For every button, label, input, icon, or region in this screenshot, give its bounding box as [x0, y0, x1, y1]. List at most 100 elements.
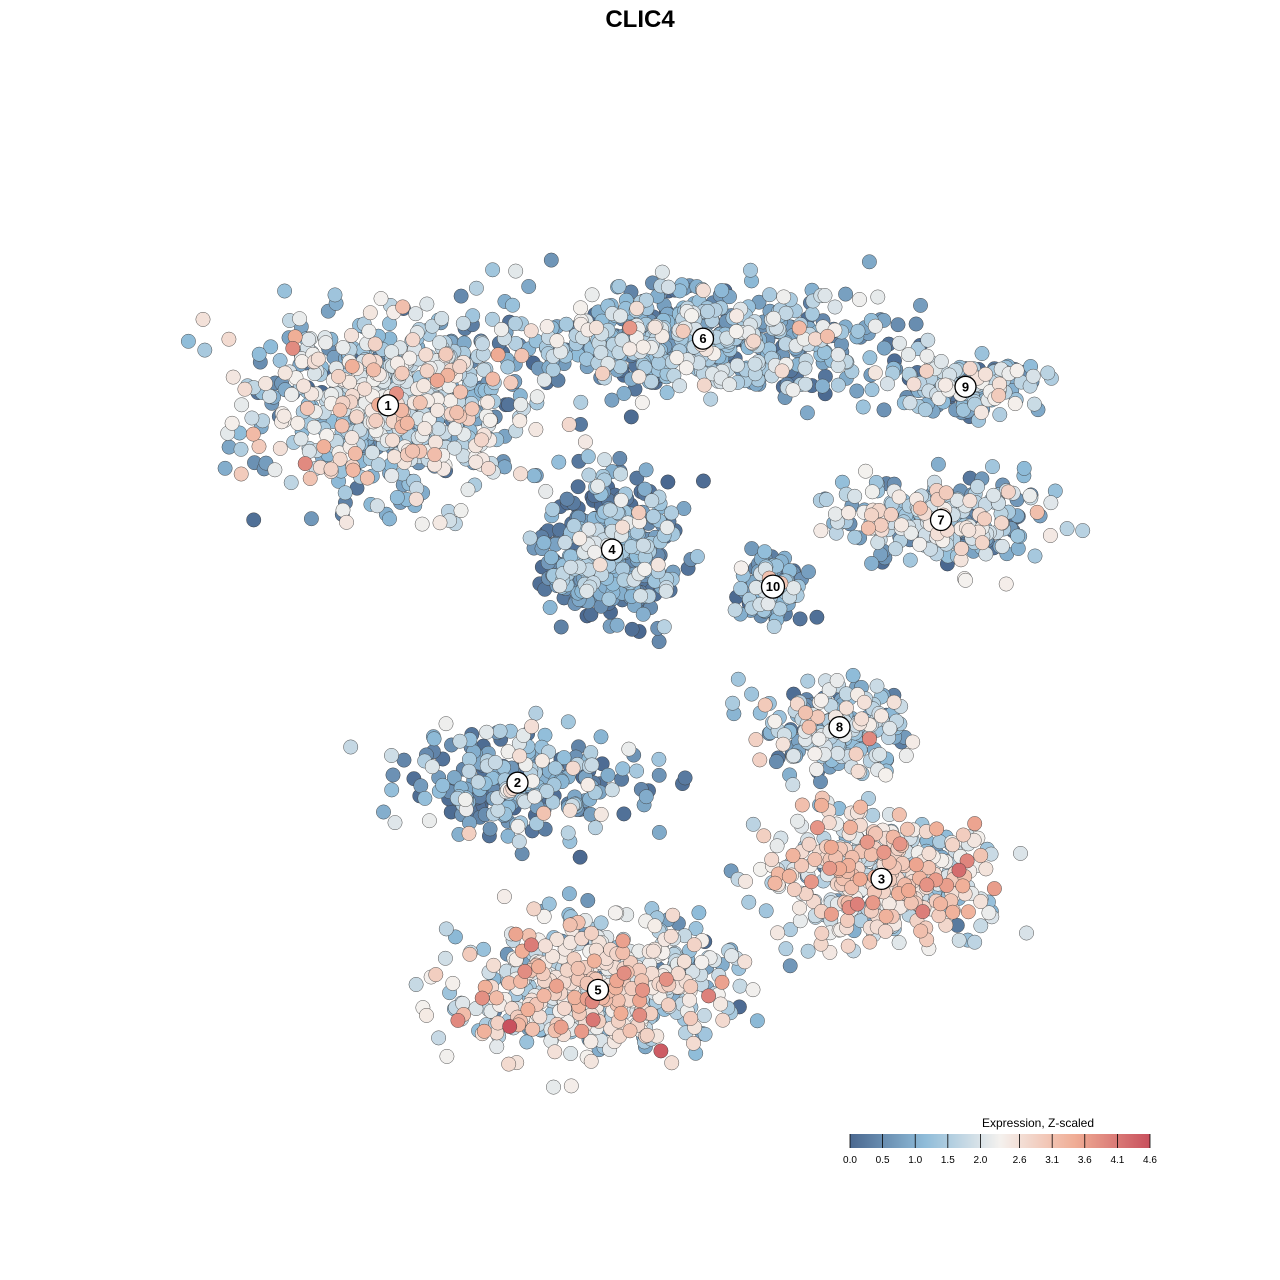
data-point — [1026, 396, 1042, 412]
data-point — [536, 805, 552, 821]
data-point — [526, 468, 542, 484]
data-point — [902, 395, 918, 411]
data-point — [986, 487, 1002, 503]
data-point — [600, 767, 616, 783]
data-point — [541, 896, 557, 912]
data-point — [587, 820, 603, 836]
data-point — [486, 957, 502, 973]
data-point — [267, 462, 283, 478]
data-point — [634, 395, 650, 411]
data-point — [489, 990, 505, 1006]
data-point — [696, 1008, 712, 1023]
data-point — [797, 360, 813, 376]
data-point — [686, 937, 702, 953]
data-point — [854, 711, 870, 727]
data-point — [524, 719, 540, 734]
data-point — [838, 700, 854, 716]
data-point — [438, 716, 454, 732]
data-point — [713, 996, 729, 1012]
data-point — [785, 848, 801, 863]
legend-tick-label: 1.5 — [941, 1155, 955, 1166]
data-point — [405, 332, 421, 348]
data-point — [660, 997, 676, 1013]
data-point — [747, 356, 763, 372]
data-point — [432, 515, 448, 531]
data-point — [421, 813, 437, 829]
data-point — [1029, 504, 1045, 520]
data-points — [180, 252, 1091, 1095]
data-point — [908, 857, 924, 873]
data-point — [767, 713, 783, 729]
data-point — [462, 946, 478, 962]
data-point — [643, 374, 659, 390]
data-point — [418, 347, 434, 363]
data-point — [301, 332, 317, 347]
data-point — [476, 1023, 492, 1039]
data-point — [612, 450, 628, 466]
data-point — [428, 967, 444, 983]
data-point — [951, 862, 967, 878]
legend-tick-label: 2.0 — [973, 1155, 987, 1166]
data-point — [1007, 396, 1023, 412]
data-point — [917, 402, 933, 418]
data-point — [622, 320, 638, 336]
data-point — [563, 559, 579, 575]
data-point — [258, 376, 274, 391]
data-point — [510, 818, 526, 834]
data-point — [933, 354, 949, 369]
data-point — [867, 318, 883, 334]
chart-title: CLIC4 — [605, 6, 675, 33]
data-point — [327, 287, 343, 303]
data-point — [434, 311, 450, 326]
data-point — [1010, 528, 1026, 544]
data-point — [809, 761, 825, 777]
data-point — [613, 1005, 629, 1021]
data-point — [883, 507, 899, 522]
cluster-label-text: 2 — [514, 775, 521, 790]
cluster-label-text: 8 — [836, 720, 843, 735]
data-point — [973, 404, 989, 420]
data-point — [858, 463, 874, 479]
data-point — [613, 492, 629, 508]
data-point — [714, 283, 730, 298]
data-point — [915, 904, 931, 920]
legend-tick-label: 2.6 — [1013, 1155, 1027, 1166]
data-point — [337, 485, 353, 501]
data-point — [945, 904, 961, 920]
data-point — [647, 918, 663, 934]
data-point — [503, 375, 519, 391]
data-point — [951, 932, 967, 948]
data-point — [574, 1023, 590, 1039]
data-point — [841, 505, 857, 521]
data-point — [566, 518, 582, 534]
data-point — [604, 782, 620, 798]
data-point — [470, 774, 486, 790]
data-point — [638, 462, 654, 478]
data-point — [920, 332, 936, 348]
data-point — [345, 462, 361, 478]
data-point — [593, 915, 609, 931]
data-point — [850, 323, 866, 339]
data-point — [962, 361, 978, 376]
data-point — [283, 475, 299, 491]
data-point — [597, 452, 613, 468]
data-point — [474, 336, 490, 352]
data-point — [1016, 460, 1032, 476]
data-point — [485, 371, 501, 387]
data-point — [452, 359, 468, 375]
data-point — [893, 517, 909, 533]
data-point — [331, 369, 346, 384]
data-point — [737, 954, 753, 970]
legend-tick-label: 1.0 — [908, 1155, 922, 1166]
data-point — [938, 377, 953, 393]
data-point — [840, 912, 855, 928]
data-point — [431, 1030, 447, 1046]
data-point — [684, 308, 700, 324]
data-point — [272, 440, 288, 456]
data-point — [629, 300, 645, 316]
data-point — [616, 386, 632, 401]
data-point — [359, 470, 375, 486]
data-point — [435, 777, 451, 793]
data-point — [547, 760, 563, 776]
